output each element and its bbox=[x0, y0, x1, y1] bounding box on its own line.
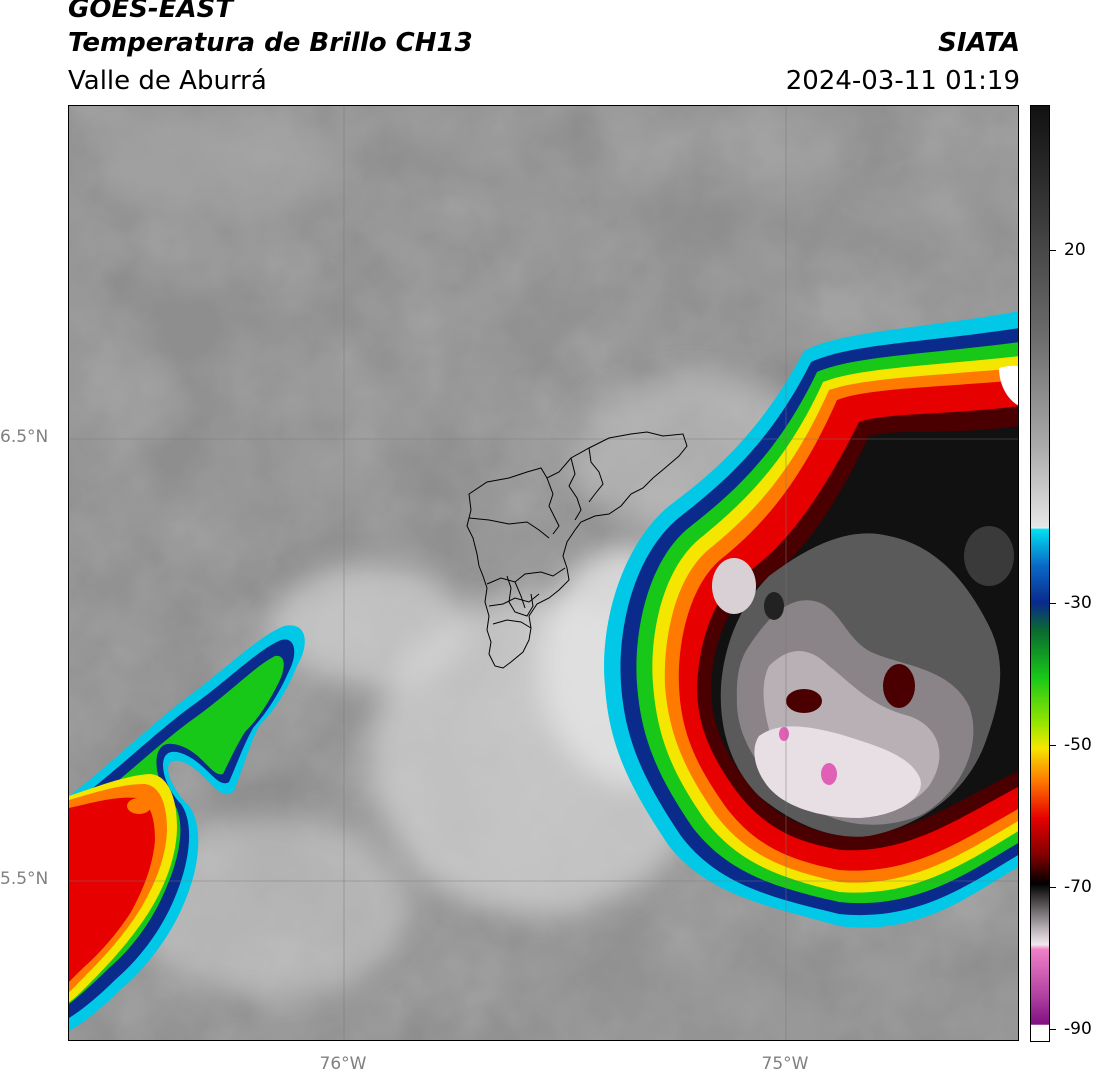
colorbar-tick-minus30 bbox=[1050, 603, 1056, 604]
municipal-boundary-i bbox=[492, 619, 532, 629]
municipal-boundary-c bbox=[588, 447, 604, 503]
map-title: GOES-EAST bbox=[68, 0, 234, 24]
colorbar-tick-minus90 bbox=[1050, 1029, 1056, 1030]
lat-label-6-5n: 6.5°N bbox=[0, 427, 49, 447]
lon-label-75w: 75°W bbox=[761, 1054, 809, 1074]
satellite-map[interactable] bbox=[68, 105, 1019, 1041]
east-convective-cluster bbox=[604, 311, 1018, 928]
organization-name: SIATA bbox=[938, 28, 1020, 58]
colorbar-tick-minus50 bbox=[1050, 745, 1056, 746]
colorbar-label-20: 20 bbox=[1064, 240, 1086, 260]
valle-aburra-boundaries[interactable] bbox=[466, 431, 688, 669]
municipal-boundary-e bbox=[486, 567, 566, 585]
map-subtitle: Temperatura de Brillo CH13 bbox=[68, 28, 473, 58]
colorbar-label-minus90: -90 bbox=[1064, 1019, 1092, 1039]
colorbar-tick-minus70 bbox=[1050, 887, 1056, 888]
municipal-boundary-a bbox=[546, 477, 560, 535]
map-canvas bbox=[69, 106, 1018, 1040]
municipal-boundary-g bbox=[506, 575, 534, 617]
municipal-boundary-b bbox=[568, 457, 582, 521]
lat-label-5-5n: 5.5°N bbox=[0, 869, 49, 889]
colorbar-tick-20 bbox=[1050, 250, 1056, 251]
colorbar-label-minus70: -70 bbox=[1064, 877, 1092, 897]
region-name: Valle de Aburrá bbox=[68, 66, 267, 96]
southwest-convective-cluster bbox=[69, 625, 305, 1031]
valle-outer-boundary bbox=[466, 431, 688, 669]
colorbar-label-minus50: -50 bbox=[1064, 735, 1092, 755]
observation-datetime: 2024-03-11 01:19 bbox=[785, 66, 1020, 96]
municipal-boundary-d bbox=[468, 517, 550, 539]
municipal-boundary-h bbox=[514, 581, 526, 609]
lon-label-76w: 76°W bbox=[319, 1054, 367, 1074]
colorbar bbox=[1030, 105, 1050, 1042]
colorbar-fill bbox=[1031, 106, 1049, 1041]
graticule bbox=[69, 106, 1018, 1040]
colorbar-gradient bbox=[1031, 106, 1049, 1041]
colorbar-label-minus30: -30 bbox=[1064, 593, 1092, 613]
